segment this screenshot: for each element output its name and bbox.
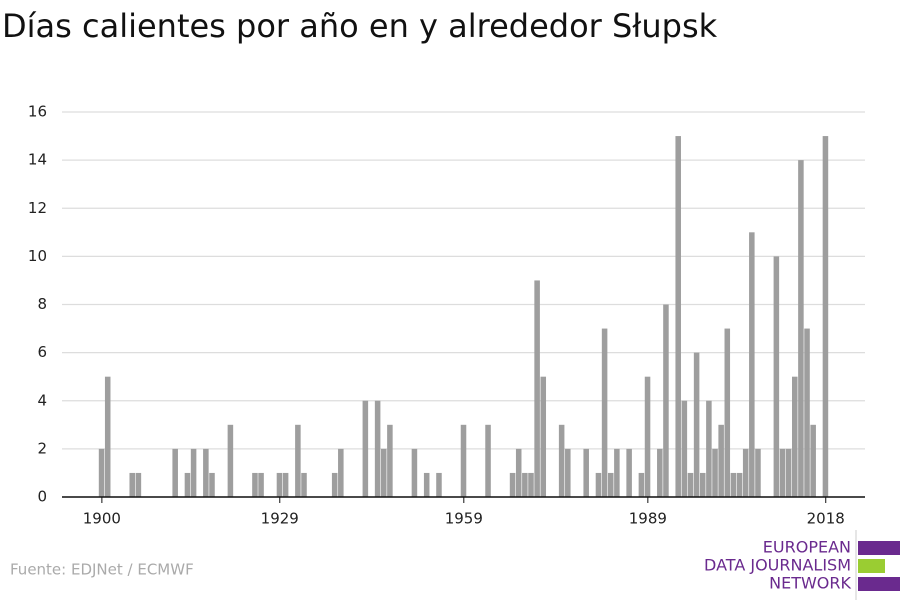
bar <box>706 400 712 497</box>
bar <box>528 472 534 497</box>
bar <box>565 448 571 497</box>
bar <box>190 448 197 497</box>
logo-bar <box>858 577 900 591</box>
logo-text: DATA JOURNALISM <box>704 556 851 575</box>
bar <box>675 136 681 497</box>
bar <box>699 472 706 497</box>
bar <box>374 400 381 497</box>
bar <box>203 448 209 497</box>
bar <box>742 448 749 497</box>
bar <box>736 472 743 497</box>
bar <box>810 424 816 497</box>
bar <box>276 472 283 497</box>
bar <box>362 400 369 497</box>
bar <box>804 328 810 497</box>
bar <box>822 136 829 497</box>
bar <box>657 448 663 497</box>
bar <box>595 472 602 497</box>
bar <box>411 448 418 497</box>
x-tick-label: 1989 <box>629 510 667 528</box>
bar <box>626 448 632 497</box>
y-tick-label: 14 <box>28 151 47 169</box>
bar <box>515 448 522 497</box>
bar <box>644 376 651 497</box>
bar <box>104 376 111 497</box>
bar <box>712 448 718 497</box>
x-tick-label: 1900 <box>83 510 121 528</box>
bar <box>730 472 737 497</box>
bar <box>301 472 307 497</box>
bar <box>663 304 669 497</box>
bar <box>98 448 105 497</box>
logo-text: NETWORK <box>769 574 851 593</box>
bar <box>460 424 467 497</box>
y-tick-label: 12 <box>28 199 47 217</box>
bar <box>436 472 442 497</box>
bar <box>509 472 516 497</box>
bar <box>252 472 258 497</box>
bar <box>423 472 430 497</box>
bar <box>755 448 761 497</box>
bar <box>258 472 264 497</box>
bar <box>792 376 798 497</box>
bar <box>387 424 393 497</box>
bar <box>295 424 301 497</box>
bar <box>227 424 234 497</box>
y-tick-label: 10 <box>28 247 47 265</box>
bar <box>534 280 540 497</box>
x-tick-label: 1959 <box>445 510 483 528</box>
bar <box>779 448 786 497</box>
source: Fuente: EDJNet / ECMWF <box>10 561 194 579</box>
bar <box>172 448 178 497</box>
y-tick-label: 2 <box>37 439 47 457</box>
x-tick-label: 1929 <box>261 510 299 528</box>
bar <box>282 472 289 497</box>
bar <box>718 424 724 497</box>
bar <box>558 424 565 497</box>
bar <box>687 472 694 497</box>
bar <box>798 160 804 497</box>
bar <box>184 472 191 497</box>
bar <box>129 472 136 497</box>
bar <box>681 400 688 497</box>
x-tick-label: 2018 <box>807 510 845 528</box>
logo-text: EUROPEAN <box>763 538 851 557</box>
bar <box>331 472 338 497</box>
logo-bar <box>858 559 885 573</box>
bar <box>749 232 755 497</box>
bar <box>785 448 792 497</box>
bar <box>638 472 645 497</box>
y-tick-label: 0 <box>37 488 47 506</box>
bar <box>607 472 614 497</box>
y-tick-label: 8 <box>37 295 47 313</box>
bar <box>773 256 780 497</box>
bar <box>540 376 547 497</box>
bar <box>614 448 620 497</box>
bar <box>485 424 491 497</box>
bar <box>693 352 700 497</box>
bar <box>601 328 608 497</box>
y-tick-label: 4 <box>37 391 47 409</box>
bar <box>522 472 528 497</box>
y-tick-label: 16 <box>28 103 47 121</box>
bar <box>209 472 215 497</box>
bar <box>338 448 344 497</box>
bar <box>583 448 589 497</box>
bar <box>380 448 387 497</box>
y-tick-label: 6 <box>37 343 47 361</box>
bar <box>135 472 142 497</box>
logo-bar <box>858 541 900 555</box>
bar <box>724 328 731 497</box>
chart-title: Días calientes por año en y alrededor Sł… <box>2 7 718 45</box>
